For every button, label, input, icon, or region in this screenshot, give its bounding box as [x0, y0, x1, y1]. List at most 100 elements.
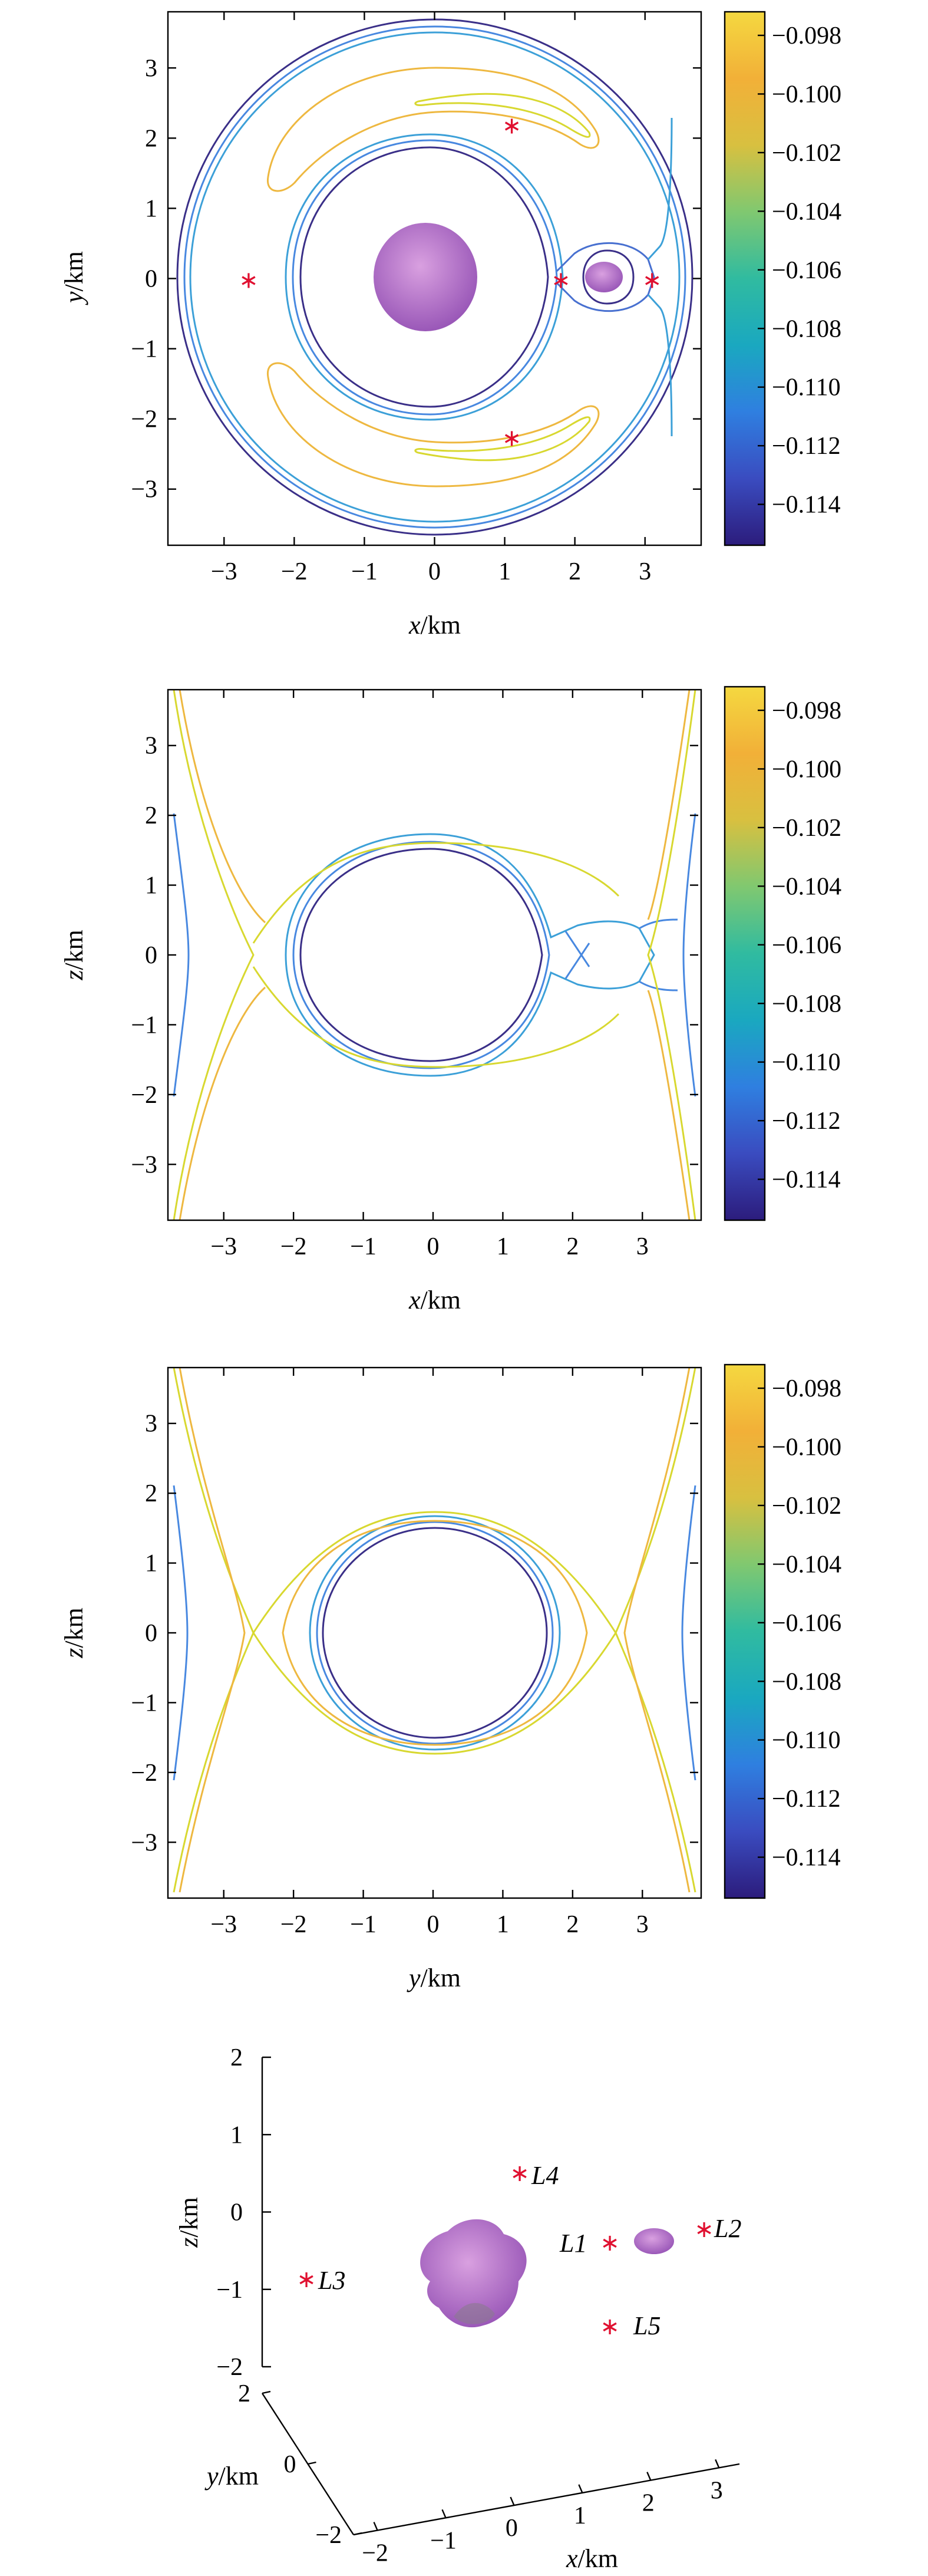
colorbar-ticks-xz: −0.098 −0.100 −0.102 −0.104 −0.106 −0.108 −0.1…: [758, 697, 841, 1194]
z-tick-label: 2: [230, 2044, 243, 2071]
y-tick-label: 3: [145, 733, 157, 760]
contour-inner-114: [299, 146, 549, 408]
svg-text:∗: ∗: [600, 2229, 620, 2257]
colorbar-tick-label: −0.102: [772, 140, 841, 167]
contour-xz-edge-l: [173, 813, 190, 1097]
colorbar-tick-label: −0.104: [772, 1551, 841, 1578]
y-tick-label: 0: [145, 942, 157, 969]
y3-tick-label: 2: [238, 2380, 250, 2407]
svg-text:L1: L1: [559, 2229, 587, 2258]
svg-text:L2: L2: [714, 2214, 741, 2243]
svg-text:L3: L3: [318, 2266, 345, 2295]
x-tick-label: −2: [280, 1233, 307, 1260]
x-axis-label-3d: x/km: [566, 2544, 618, 2573]
x-axis-label-yz: y/km: [407, 1964, 461, 1992]
contour-xz-inner-110: [292, 841, 550, 1069]
y-tick-label: 3: [145, 1411, 157, 1438]
x3-tick: [373, 2522, 378, 2531]
z-tick-label: 0: [230, 2199, 243, 2226]
y-tick-label: 2: [145, 1480, 157, 1507]
colorbar-tick-label: −0.100: [772, 1434, 841, 1461]
z-tick-label: 1: [230, 2122, 243, 2149]
y-ticks-xz: 3 2 1 0 −1 −2 −3: [131, 733, 698, 1178]
equilibrium-point: ∗: [551, 267, 571, 294]
colorbar-tick-label: −0.106: [772, 932, 841, 959]
contour-level-108: [189, 31, 681, 523]
contour-banana-top-outer: [267, 67, 600, 192]
colorbar-tick-label: −0.106: [772, 257, 841, 284]
svg-text:∗: ∗: [694, 2216, 714, 2243]
x-tick-label: 3: [639, 558, 651, 585]
y-tick-label: 0: [145, 1620, 157, 1647]
x3-tick-label: 0: [506, 2515, 518, 2542]
colorbar-tick-label: −0.114: [772, 1167, 841, 1194]
x-axis-label-xz: x/km: [408, 1286, 461, 1315]
y-tick-label: −1: [131, 1689, 157, 1717]
x-ticks-xy: −3 −2 −1 0 1 2 3: [211, 12, 651, 585]
svg-text:∗: ∗: [510, 2160, 530, 2187]
z-tick-label: −2: [216, 2354, 243, 2381]
x-tick-label: 2: [566, 1911, 579, 1938]
colorbar-tick-label: −0.100: [772, 756, 841, 783]
colorbar-tick-label: −0.100: [772, 81, 841, 108]
x3-tick-label: 1: [574, 2502, 586, 2529]
contour-inner-108: [285, 133, 564, 421]
colorbar-ticks-xy: −0.098 −0.100 −0.102 −0.104 −0.106 −0.108 −0.1…: [758, 22, 841, 519]
lagrange-point-l3: ∗ L3: [296, 2266, 345, 2295]
contour-separatrix-l1: [556, 242, 655, 312]
contour-xz-inner-114: [299, 848, 543, 1062]
colorbar-tick-label: −0.102: [772, 1493, 841, 1520]
contour-xz-edge-r: [682, 813, 696, 1097]
panel-3d: 2 1 0 −1 −2 z/km 2 0 −2 y/km −2 −1 0 1 2 3 x/km ∗ L…: [174, 2044, 741, 2573]
equilibrium-point: ∗: [642, 267, 662, 294]
y-ticks-yz: 3 2 1 0 −1 −2 −3: [131, 1411, 698, 1856]
secondary-body: [585, 262, 623, 292]
y3-tick: [308, 2461, 316, 2465]
primary-body-3d: [420, 2219, 527, 2328]
y-tick-label: 3: [145, 55, 157, 82]
x-tick-label: −3: [211, 558, 237, 585]
y-tick-label: 1: [145, 872, 157, 900]
x-tick-label: −1: [350, 1911, 377, 1938]
x-axis-3d: [353, 2463, 740, 2536]
colorbar-tick-label: −0.112: [772, 1108, 841, 1135]
colorbar-xz: [724, 686, 766, 1221]
colorbar-tick-label: −0.110: [772, 1727, 841, 1754]
z-tick-label: −1: [216, 2277, 243, 2304]
contour-xz-orange: [179, 689, 691, 1221]
y-tick-label: 1: [145, 195, 157, 222]
colorbar-tick-label: −0.104: [772, 873, 841, 900]
colorbar-ticks-yz: −0.098 −0.100 −0.102 −0.104 −0.106 −0.108 −0.1…: [758, 1375, 841, 1872]
y-ticks-3d: 2 0 −2: [238, 2380, 362, 2549]
colorbar-tick-label: −0.108: [772, 315, 841, 342]
x-tick-label: −1: [351, 558, 378, 585]
contour-small-114: [582, 249, 635, 305]
lagrange-point-l1: ∗ L1: [559, 2229, 620, 2258]
colorbar-tick-label: −0.106: [772, 1610, 841, 1637]
contour-banana-bot-inner: [414, 416, 591, 462]
contour-yz-114: [322, 1527, 548, 1739]
y-tick-label: −3: [131, 1829, 157, 1856]
y3-tick-label: 0: [284, 2451, 296, 2478]
contour-separatrix-l2: [647, 117, 673, 437]
x3-tick: [510, 2496, 515, 2506]
x-tick-label: 1: [497, 1911, 509, 1938]
svg-text:L5: L5: [633, 2311, 661, 2340]
primary-body-shadow-3d: [454, 2302, 495, 2324]
x-tick-label: 2: [566, 1233, 579, 1260]
contour-inner-110: [292, 139, 558, 416]
colorbar-tick-label: −0.104: [772, 198, 841, 225]
y-tick-label: 2: [145, 125, 157, 152]
y-tick-label: 1: [145, 1550, 157, 1577]
contour-banana-bot-outer: [267, 362, 600, 487]
y-axis-label-xz: z/km: [60, 930, 88, 981]
y-tick-label: −2: [131, 1760, 157, 1787]
y-tick-label: −3: [131, 476, 157, 503]
x3-tick-label: −2: [362, 2540, 388, 2567]
contours-xy: [176, 18, 693, 536]
x-tick-label: 0: [427, 1911, 440, 1938]
colorbar-tick-label: −0.098: [772, 1375, 841, 1402]
